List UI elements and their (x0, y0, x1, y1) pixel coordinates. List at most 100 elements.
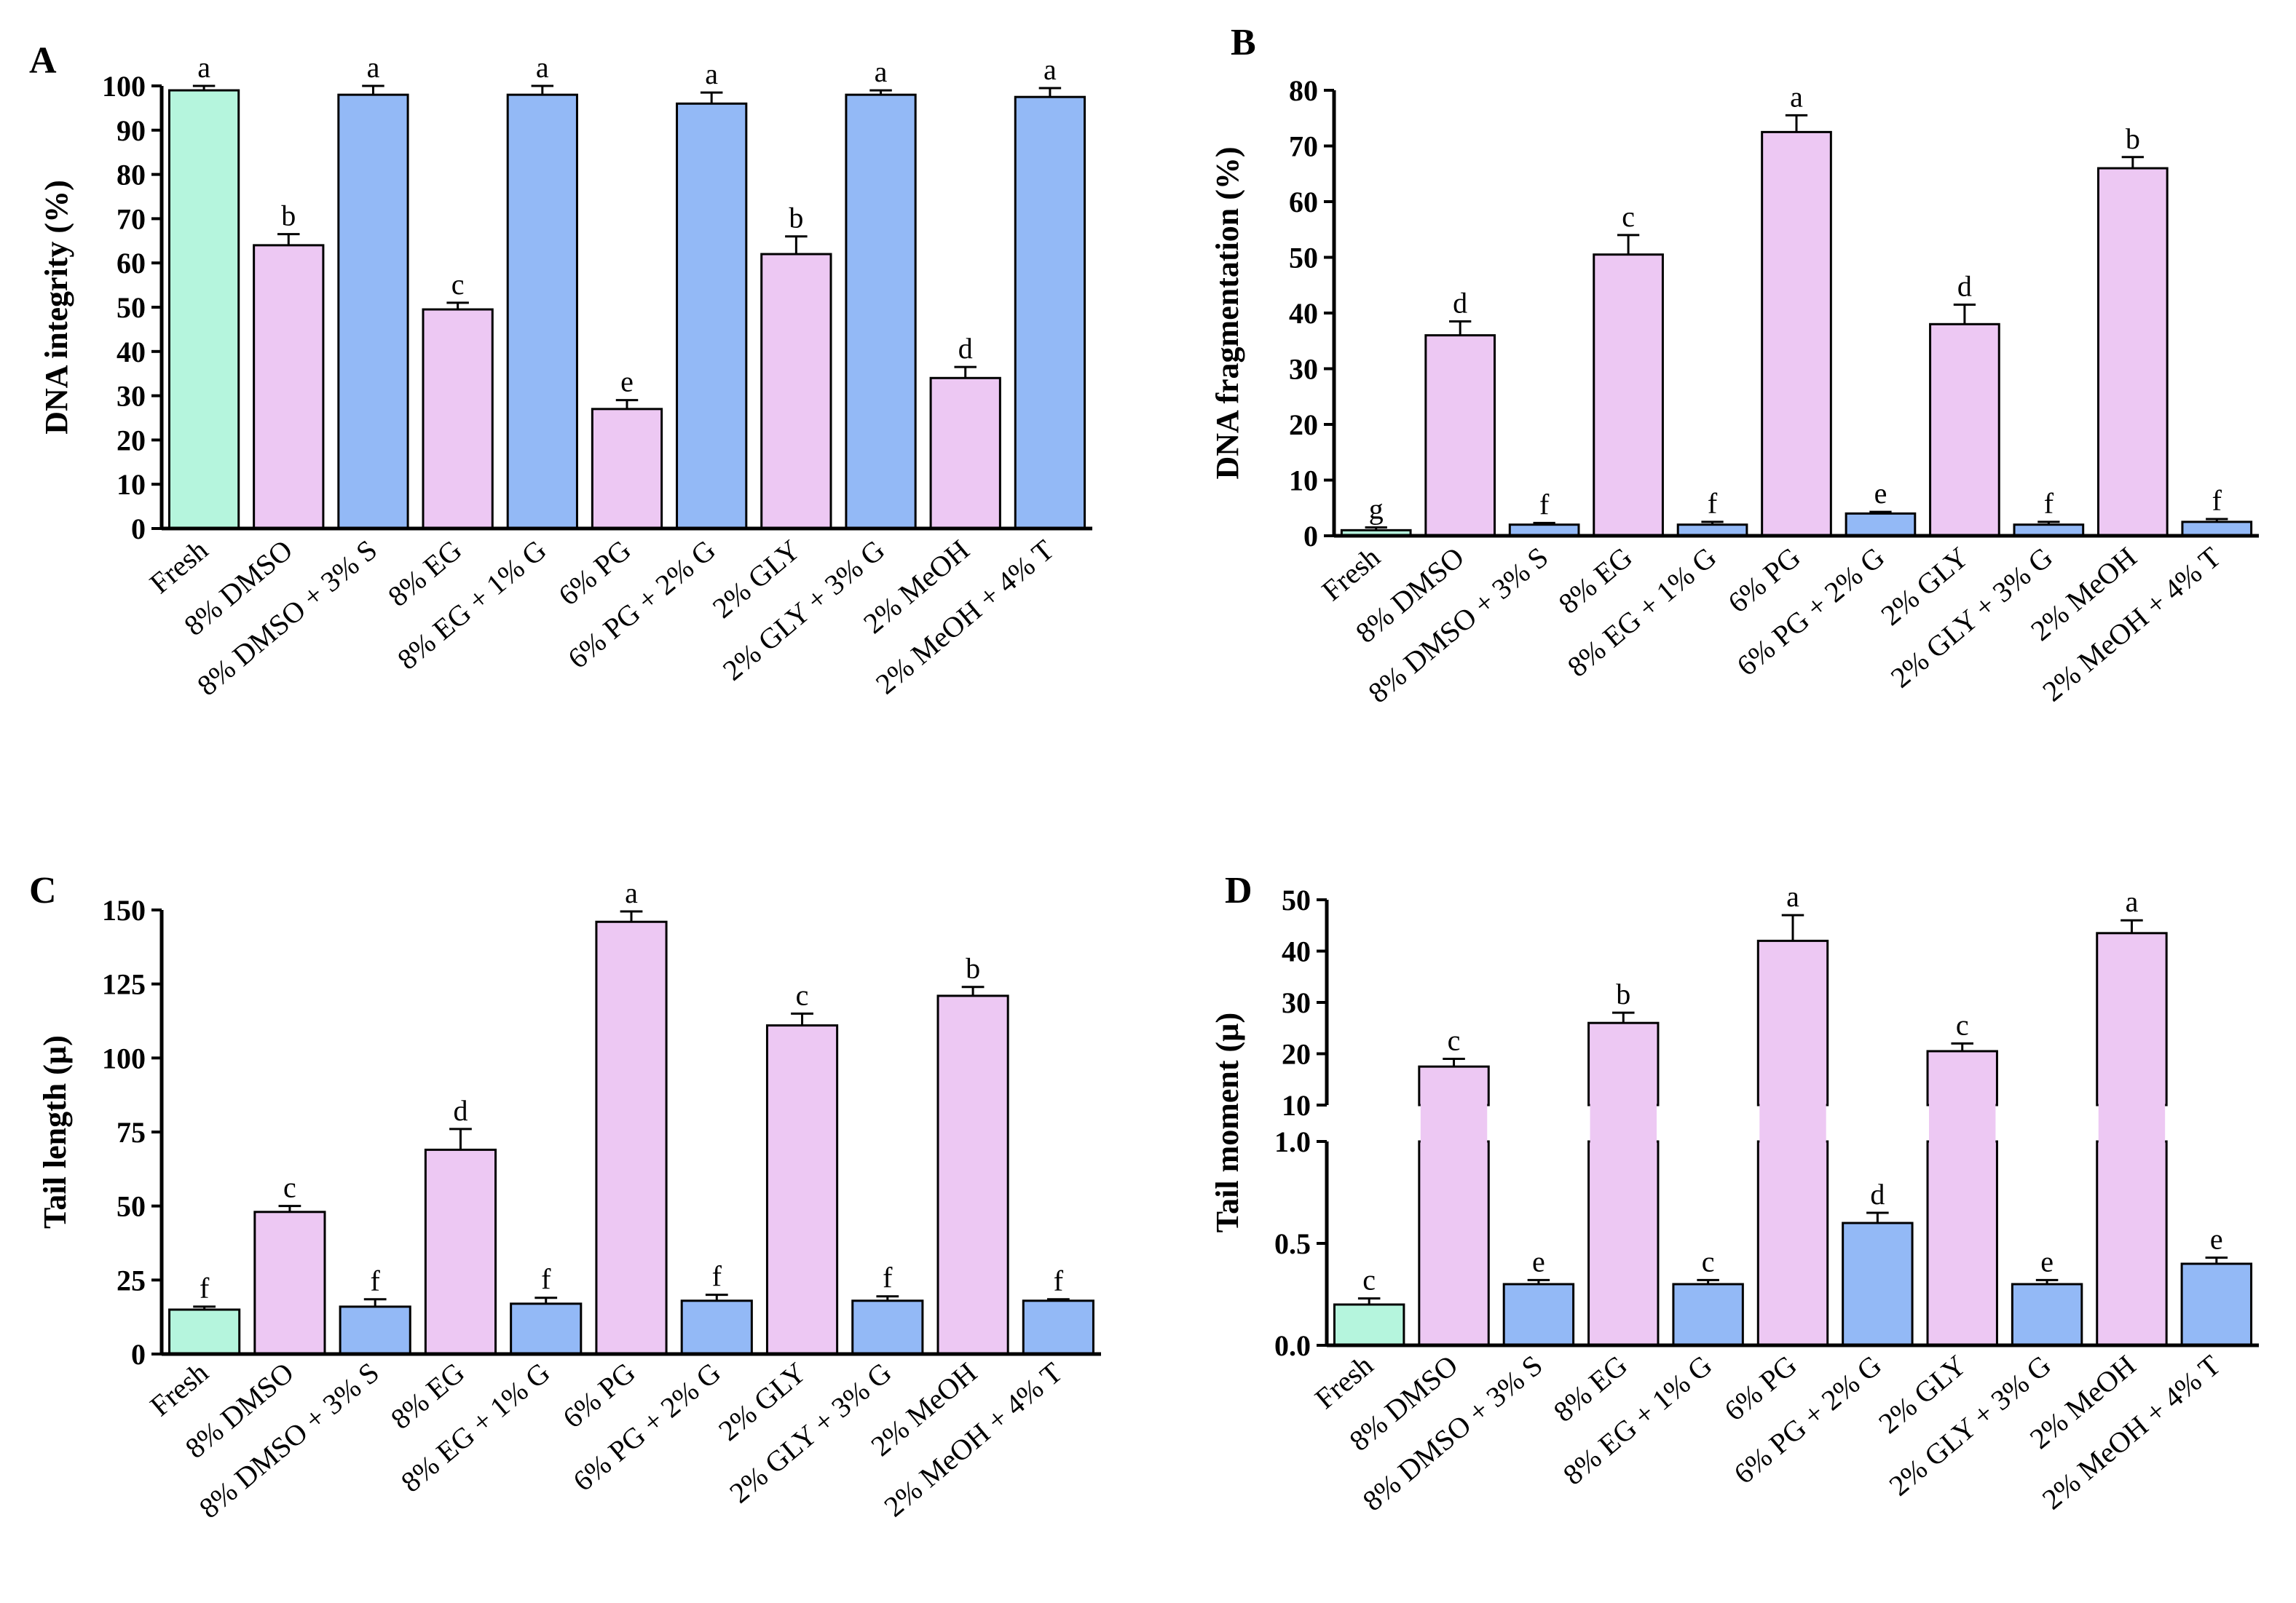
category-label: Fresh (143, 1355, 214, 1422)
bar-8pct-dmso-lower (1418, 1140, 1490, 1347)
y-tick-label: 0 (131, 1338, 146, 1371)
y-tick-label: 150 (102, 894, 146, 927)
significance-letter: c (1362, 1264, 1376, 1297)
bar-2pct-meoh (929, 376, 1001, 530)
y-tick-label: 70 (1289, 130, 1318, 163)
category-label: 6% PG + 2% G (1727, 1348, 1887, 1490)
bar-6pct-pg-2pct-g (1845, 512, 1917, 537)
category-label: Fresh (1315, 540, 1386, 607)
y-tick-label: 50 (1282, 884, 1311, 917)
bar-break-fill (1420, 1104, 1488, 1143)
bar-2pct-meoh (936, 994, 1009, 1355)
y-tick-label: 80 (117, 159, 146, 191)
y-tick-label: 0 (131, 512, 146, 545)
y-tick-label: 10 (117, 468, 146, 501)
y-tick-label: 100 (102, 70, 146, 103)
y-tick-label: 40 (1282, 935, 1311, 968)
significance-letter: c (1702, 1245, 1715, 1278)
y-tick-label: 60 (117, 247, 146, 280)
bar-6pct-pg-2pct-g (1842, 1222, 1914, 1347)
significance-letter: f (1539, 488, 1550, 521)
y-tick-label: 75 (117, 1116, 146, 1149)
significance-letter: d (1870, 1178, 1885, 1211)
significance-letter: e (1874, 477, 1887, 510)
significance-letter: c (1956, 1008, 1969, 1041)
significance-letter: a (2126, 885, 2139, 918)
significance-letter: c (283, 1171, 296, 1204)
bar-6pct-pg-2pct-g (676, 102, 748, 530)
bar-fresh (1333, 1303, 1405, 1347)
panel-c: C Tail length (µ) 0 25 50 75 100 125 150 f Fresh c 8… (29, 870, 1101, 1524)
significance-letter: f (2212, 484, 2222, 517)
significance-letter: a (875, 55, 888, 88)
y-axis-label: DNA integrity (%) (39, 180, 74, 435)
y-tick-label: 25 (117, 1264, 146, 1297)
bar-break-fill (2098, 1104, 2166, 1143)
y-tick-label: 0.0 (1274, 1329, 1311, 1362)
significance-letter: c (1622, 200, 1635, 233)
significance-letter: f (2044, 487, 2054, 520)
panel-a: A DNA integrity (%) 0 10 20 30 40 50 60 70 80 90 100… (29, 40, 1092, 702)
panel-d: D Tail moment (µ) 0.0 0.5 1.010 20 30 40 50 c Fres… (1210, 870, 2259, 1517)
bar-8pct-eg-1pct-g (506, 93, 578, 530)
significance-letter: a (536, 51, 549, 84)
category-label: Fresh (143, 533, 214, 600)
significance-letter: d (453, 1094, 468, 1127)
category-label: 6% PG + 2% G (567, 1355, 727, 1497)
bar-8pct-dmso (253, 244, 325, 530)
y-tick-label: 10 (1289, 464, 1318, 497)
significance-letter: a (1786, 880, 1799, 913)
significance-letter: c (1448, 1024, 1461, 1057)
bar-8pct-eg-lower (1587, 1140, 1660, 1347)
significance-letter: d (958, 332, 973, 365)
y-tick-label: 20 (117, 424, 146, 456)
y-axis-label: Tail length (µ) (37, 1035, 73, 1229)
significance-letter: a (625, 876, 638, 909)
significance-letter: e (2040, 1245, 2054, 1278)
significance-letter: g (1369, 493, 1384, 526)
y-tick-label: 0.5 (1274, 1227, 1311, 1260)
y-tick-label: 1.0 (1274, 1125, 1311, 1158)
y-tick-label: 50 (1289, 242, 1318, 274)
significance-letter: f (200, 1272, 210, 1305)
significance-letter: f (883, 1262, 893, 1294)
bar-8pct-eg (424, 1148, 497, 1355)
y-tick-label: 70 (117, 202, 146, 235)
bar-8pct-dmso-3pct-s (1502, 1283, 1575, 1347)
bar-8pct-dmso (1418, 1065, 1490, 1107)
bar-2pct-gly (1926, 1050, 1998, 1107)
significance-letter: b (1616, 978, 1630, 1010)
significance-letter: d (1957, 270, 1972, 303)
bar-2pct-meoh-4pct-t (1022, 1299, 1094, 1355)
y-tick-label: 10 (1282, 1089, 1311, 1122)
category-label: 8% EG + 1% G (1561, 540, 1723, 683)
significance-letter: d (1453, 286, 1467, 319)
bar-2pct-gly (760, 253, 832, 530)
bar-2pct-gly-3pct-g (2011, 1283, 2083, 1347)
y-tick-label: 30 (1282, 986, 1311, 1019)
y-tick-label: 50 (117, 1190, 146, 1223)
bar-2pct-gly-lower (1926, 1140, 1998, 1347)
significance-letter: b (2126, 122, 2140, 155)
significance-letter: e (1532, 1245, 1545, 1278)
bar-2pct-meoh-4pct-t (1014, 95, 1086, 530)
bar-2pct-meoh (2096, 167, 2169, 537)
bar-2pct-meoh (2096, 932, 2168, 1107)
category-label: 8% EG + 1% G (395, 1355, 556, 1498)
significance-letter: a (197, 51, 210, 84)
panel-letter: D (1225, 870, 1252, 911)
bar-2pct-gly (1929, 322, 2000, 537)
y-tick-label: 100 (102, 1042, 146, 1074)
bar-8pct-eg-1pct-g (510, 1302, 583, 1355)
bar-2pct-meoh-lower (2096, 1140, 2168, 1347)
bar-break-fill (1759, 1104, 1826, 1143)
significance-letter: a (1790, 80, 1803, 113)
significance-letter: c (451, 268, 465, 301)
bar-2pct-gly-3pct-g (851, 1299, 924, 1355)
significance-letter: f (712, 1260, 722, 1293)
bar-break-fill (1929, 1104, 1996, 1143)
bar-6pct-pg-2pct-g (680, 1299, 753, 1355)
bar-8pct-dmso-3pct-s (337, 93, 409, 530)
y-tick-label: 0 (1303, 520, 1318, 553)
